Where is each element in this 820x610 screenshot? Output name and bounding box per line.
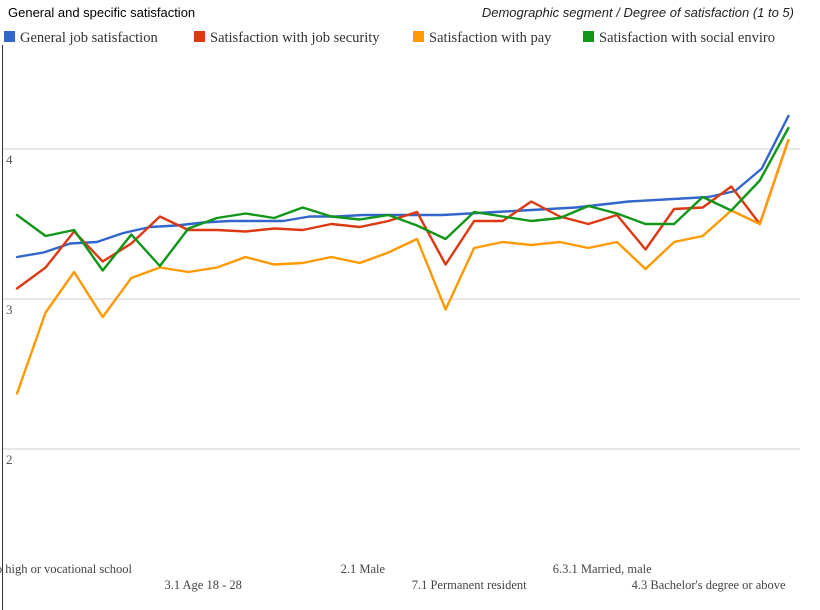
- legend: General job satisfaction Satisfaction wit…: [4, 30, 775, 46]
- legend-item: Satisfaction with social enviro: [583, 30, 775, 46]
- series-line: [15, 138, 790, 290]
- series-line: [15, 138, 790, 395]
- series-lines: [15, 114, 790, 395]
- x-tick-label: 3.1 Age 18 - 28: [164, 578, 241, 592]
- series-line: [15, 114, 790, 259]
- legend-swatch: [194, 31, 205, 42]
- series-line: [15, 126, 790, 272]
- legend-label: Satisfaction with pay: [429, 30, 552, 46]
- legend-label: General job satisfaction: [20, 30, 158, 46]
- chart-title: General and specific satisfaction: [8, 5, 195, 20]
- x-tick-label: 4.3 Bachelor's degree or above: [632, 578, 786, 592]
- legend-swatch: [413, 31, 424, 42]
- legend-swatch: [4, 31, 15, 42]
- gridlines: [3, 148, 800, 450]
- y-tick-label: 3: [6, 302, 13, 317]
- x-axis-labels: 4.2 Up to high or vocational school 3.1 A…: [0, 562, 786, 592]
- y-tick-label: 2: [6, 452, 13, 467]
- x-tick-label: 6.3.1 Married, male: [553, 562, 652, 576]
- x-tick-label: 2.1 Male: [341, 562, 386, 576]
- y-axis-ticks: 2 3 4: [6, 152, 13, 467]
- chart-subtitle: Demographic segment / Degree of satisfac…: [482, 5, 794, 20]
- legend-item: Satisfaction with job security: [194, 30, 380, 46]
- legend-item: Satisfaction with pay: [413, 30, 552, 46]
- legend-label: Satisfaction with social enviro: [599, 30, 775, 46]
- x-tick-label: 7.1 Permanent resident: [412, 578, 527, 592]
- legend-item: General job satisfaction: [4, 30, 158, 46]
- y-tick-label: 4: [6, 152, 13, 167]
- legend-swatch: [583, 31, 594, 42]
- x-tick-label: 4.2 Up to high or vocational school: [0, 562, 132, 576]
- legend-label: Satisfaction with job security: [210, 30, 380, 46]
